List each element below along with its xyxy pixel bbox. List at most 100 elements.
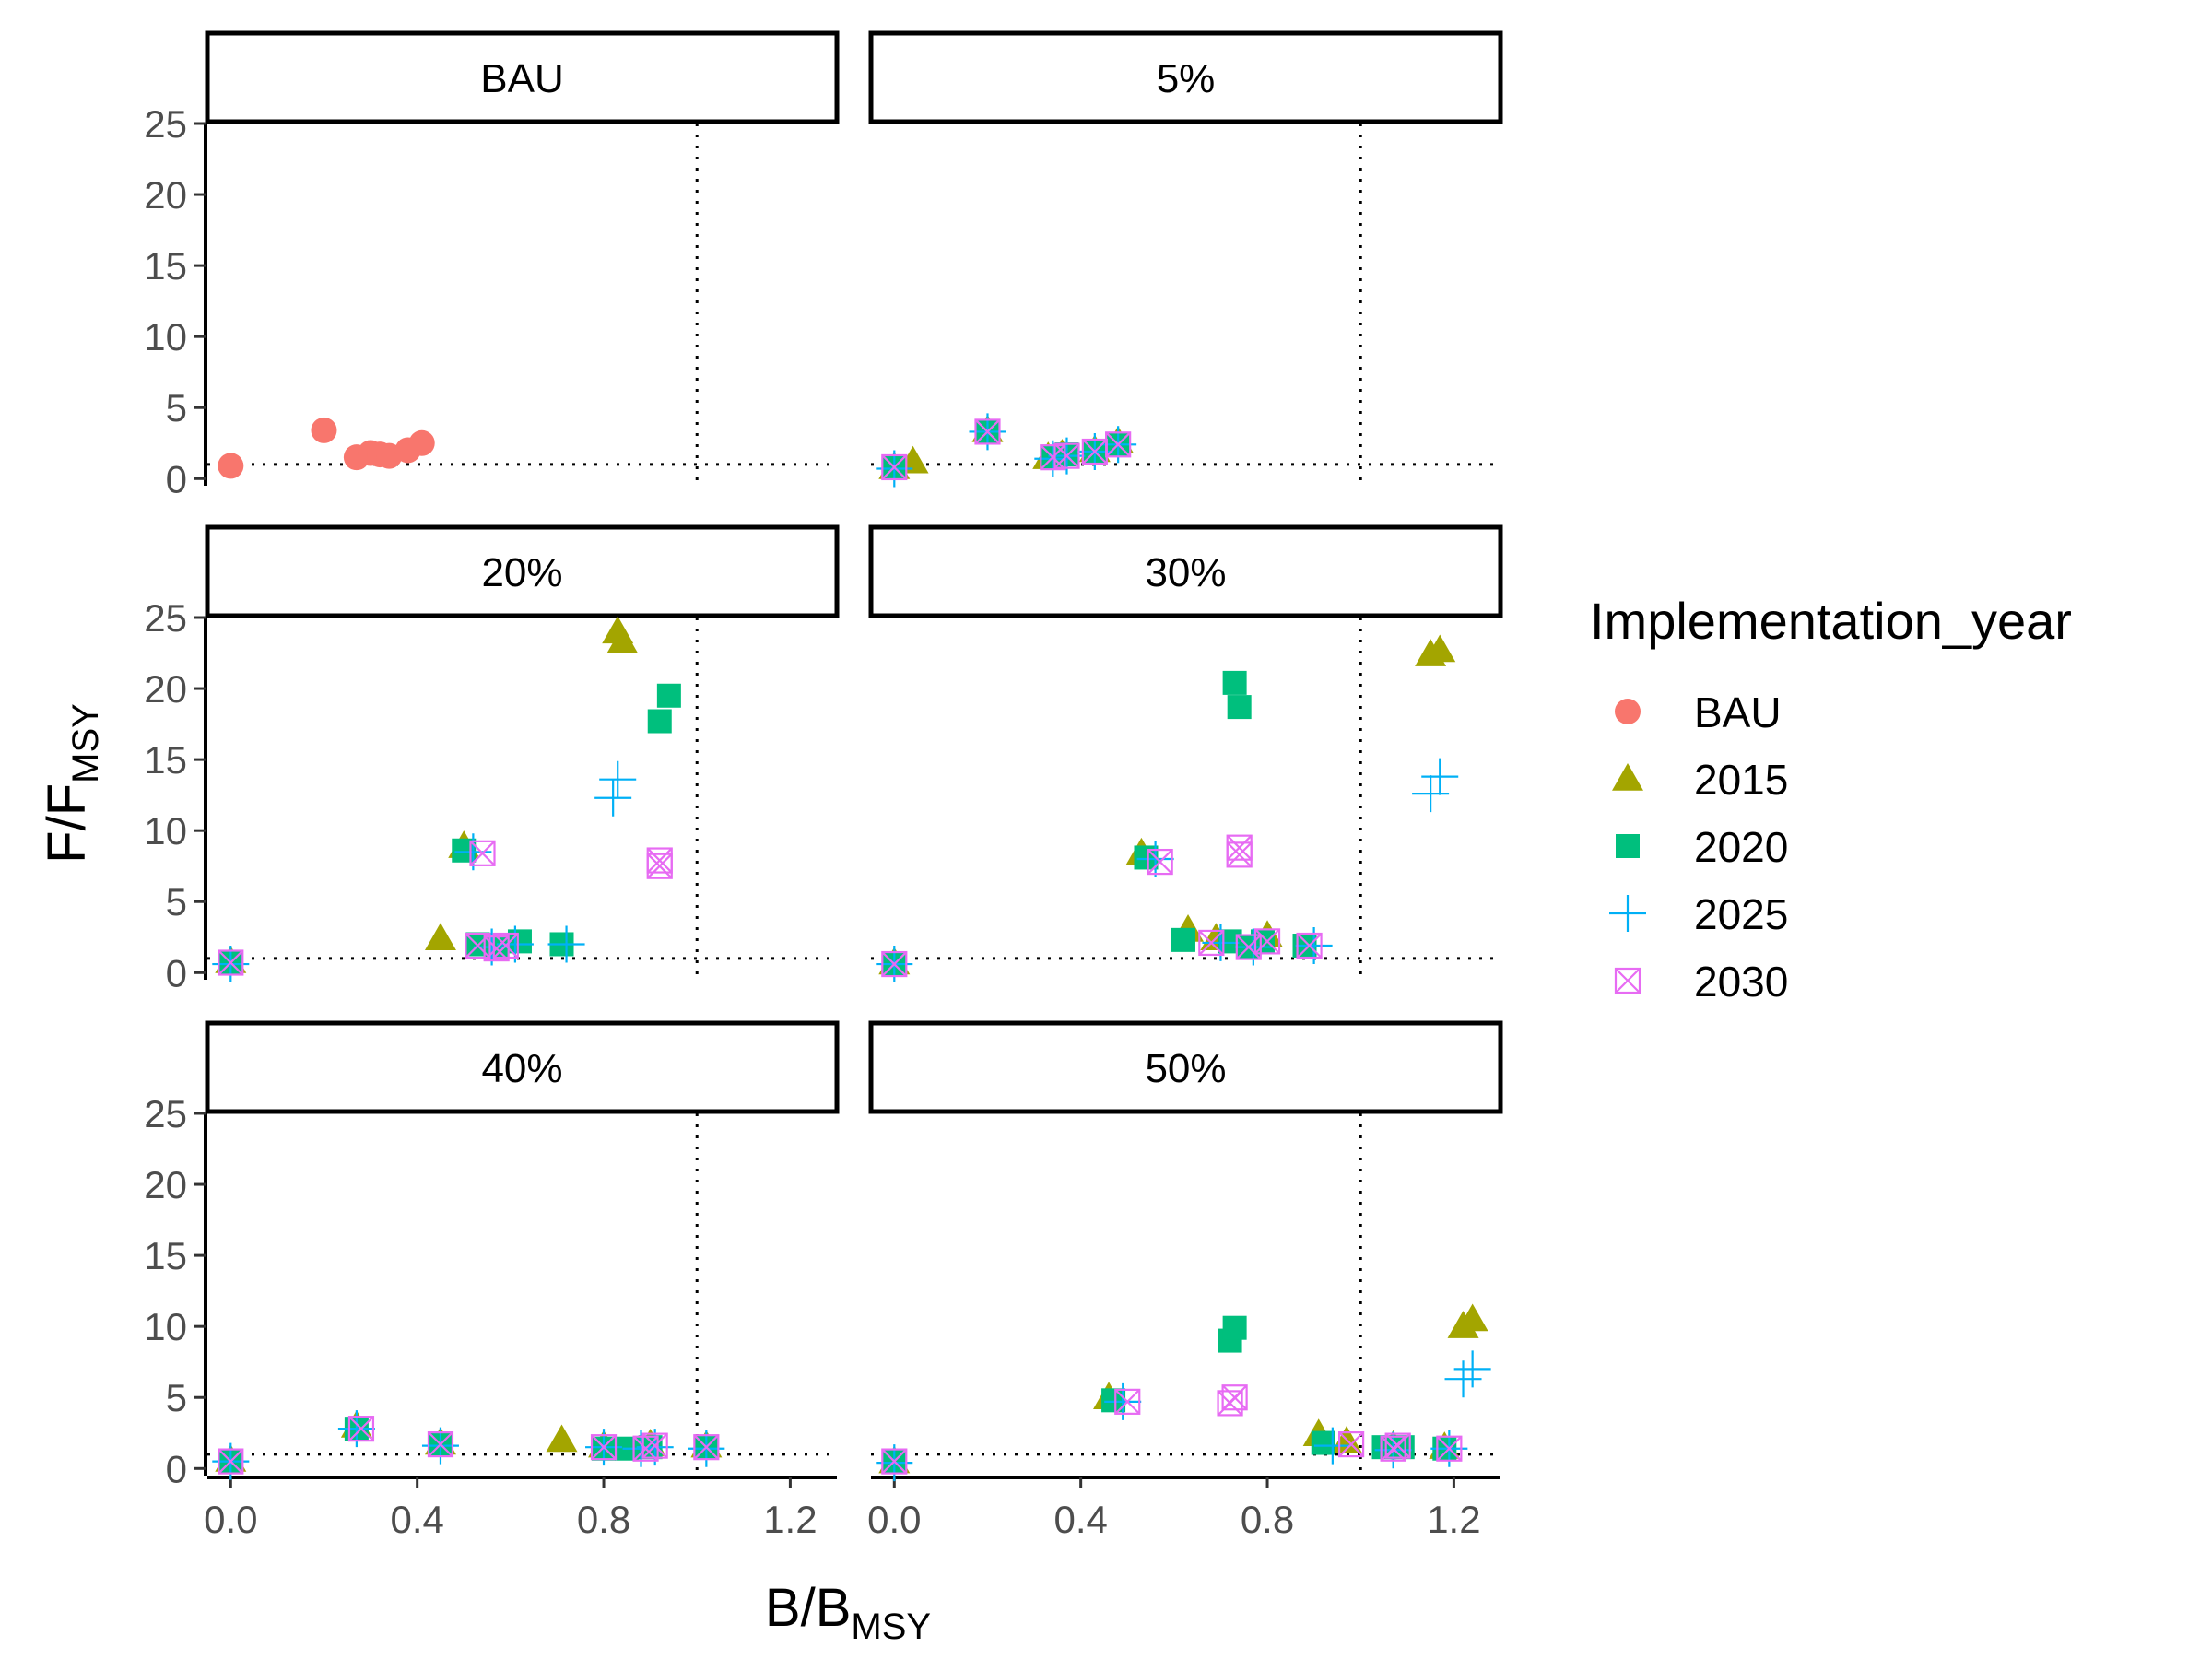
data-point xyxy=(547,925,585,963)
series-2015 xyxy=(878,634,1456,975)
strip-label: 30% xyxy=(1145,550,1226,595)
y-tick-label: 25 xyxy=(144,596,187,640)
series-2030 xyxy=(881,1384,1463,1475)
y-tick-label: 15 xyxy=(144,1234,187,1277)
legend-key-plus-icon xyxy=(1609,895,1646,932)
strip-box xyxy=(868,30,1503,124)
data-point xyxy=(1453,1350,1491,1388)
data-point xyxy=(218,453,244,479)
series-2030 xyxy=(218,840,673,976)
series-2020 xyxy=(882,670,1317,977)
data-point xyxy=(881,453,908,481)
data-point xyxy=(606,626,639,653)
data-point xyxy=(218,949,244,976)
legend: Implementation_year BAU 2015 2020 2025 2030 xyxy=(1590,592,2072,1006)
legend-key-square-icon xyxy=(1616,834,1640,858)
data-point xyxy=(1384,1432,1411,1459)
data-point xyxy=(454,833,492,871)
strip-label: 5% xyxy=(1157,56,1216,101)
x-tick-label: 0.8 xyxy=(577,1498,630,1541)
data-point xyxy=(1412,775,1450,813)
data-point xyxy=(599,760,637,798)
series-2020 xyxy=(218,683,681,975)
data-point xyxy=(594,779,632,817)
data-point xyxy=(647,709,672,734)
y-tick-label: 15 xyxy=(144,738,187,782)
strip-label: BAU xyxy=(480,56,563,101)
strip-box xyxy=(868,1020,1503,1114)
strip-box xyxy=(205,30,840,124)
data-point xyxy=(1198,929,1225,957)
data-point xyxy=(656,683,681,708)
data-point xyxy=(1456,1303,1488,1332)
y-tick-label: 15 xyxy=(144,244,187,288)
data-point xyxy=(1171,927,1195,952)
series-2030 xyxy=(881,418,1132,481)
legend-item-2020: 2020 xyxy=(1616,823,1788,871)
data-point xyxy=(641,1432,668,1459)
data-point xyxy=(881,950,908,978)
y-tick-label: 10 xyxy=(144,1305,187,1348)
data-point xyxy=(424,923,456,951)
y-axis-title-sub: MSY xyxy=(65,703,106,783)
data-point xyxy=(1227,695,1252,720)
y-tick-label: 20 xyxy=(144,173,187,217)
panel-bau: BAU 0 5 10 15 20 25 xyxy=(144,30,840,500)
legend-label: 2030 xyxy=(1694,958,1788,1006)
svg-text:B/BMSY: B/BMSY xyxy=(765,1578,931,1647)
data-point xyxy=(1221,1384,1248,1411)
strip-box xyxy=(205,524,840,618)
data-point xyxy=(1147,848,1173,876)
data-point xyxy=(1114,1388,1141,1415)
data-point xyxy=(492,932,519,959)
x-tick-label: 0.4 xyxy=(1053,1498,1107,1541)
y-tick-label: 5 xyxy=(166,1376,187,1419)
series-2025 xyxy=(876,758,1459,983)
data-point xyxy=(496,925,534,963)
legend-items: BAU 2015 2020 2025 2030 xyxy=(1609,688,1788,1006)
legend-label: BAU xyxy=(1694,688,1782,736)
data-point xyxy=(1053,442,1080,469)
y-tick-label: 10 xyxy=(144,315,187,359)
x-tick-label: 0.8 xyxy=(1241,1498,1294,1541)
data-point xyxy=(347,1416,375,1442)
data-point xyxy=(1421,758,1459,795)
strip-label: 50% xyxy=(1145,1046,1226,1091)
y-tick-label: 0 xyxy=(166,951,187,994)
y-tick-label: 25 xyxy=(144,102,187,146)
y-tick-label: 25 xyxy=(144,1092,187,1135)
y-tick-label: 20 xyxy=(144,667,187,711)
data-point xyxy=(646,853,673,879)
series-2015 xyxy=(215,616,639,973)
data-point xyxy=(1436,1435,1463,1462)
x-tick-label: 1.2 xyxy=(1427,1498,1480,1541)
panel-5pct: 5% xyxy=(868,30,1503,488)
x-axis-title: B/BMSY xyxy=(765,1578,931,1647)
legend-key-triangle-icon xyxy=(1612,763,1643,791)
data-point xyxy=(546,1424,578,1453)
data-point xyxy=(1444,1360,1482,1398)
y-tick-label: 0 xyxy=(166,457,187,500)
data-point xyxy=(1222,670,1247,695)
y-axis-title-main: F/F xyxy=(37,783,97,864)
series-2020 xyxy=(882,1315,1457,1474)
x-tick-label: 1.2 xyxy=(763,1498,817,1541)
y-tick-label: 5 xyxy=(166,880,187,924)
y-axis-title: F/FMSY xyxy=(37,703,106,864)
data-point xyxy=(1424,634,1456,663)
legend-label: 2025 xyxy=(1694,890,1788,938)
data-point xyxy=(1338,1430,1365,1458)
y-tick-label: 10 xyxy=(144,809,187,853)
data-point xyxy=(881,1448,908,1475)
legend-item-2025: 2025 xyxy=(1609,890,1788,938)
x-tick-label: 0.0 xyxy=(204,1498,257,1541)
data-point xyxy=(311,417,337,443)
data-point xyxy=(693,1434,720,1461)
series-2025 xyxy=(876,1350,1491,1482)
x-axis-title-sub: MSY xyxy=(851,1606,931,1647)
strip-label: 40% xyxy=(481,1046,562,1091)
legend-item-2030: 2030 xyxy=(1614,958,1788,1006)
data-point xyxy=(218,1448,244,1475)
panel-50pct: 50% 0.0 0.4 0.8 1.2 xyxy=(867,1020,1503,1541)
